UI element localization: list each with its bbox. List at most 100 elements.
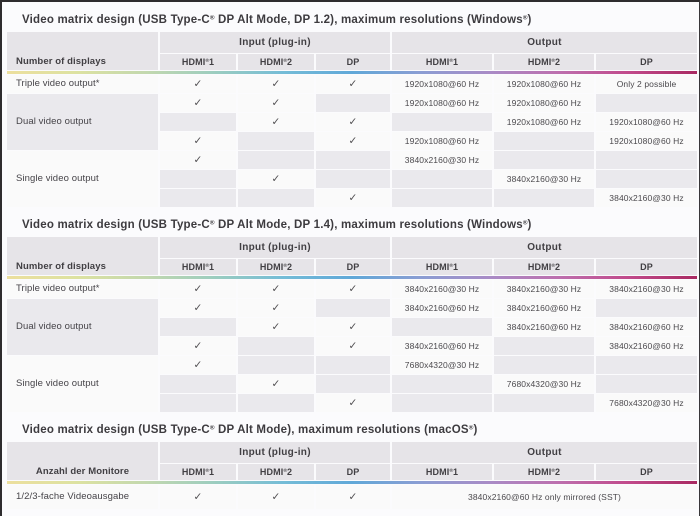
section-title-macos: Video matrix design (USB Type-C® DP Alt …	[22, 424, 478, 436]
output-value-cell: 3840x2160@60 Hz	[494, 318, 594, 336]
section-title-dp14: Video matrix design (USB Type-C® DP Alt …	[22, 219, 532, 231]
rainbow-divider	[7, 481, 697, 484]
output-value-cell: 1920x1080@60 Hz	[494, 75, 594, 93]
output-value-cell: Only 2 possible	[596, 75, 697, 93]
output-value-cell: 7680x4320@30 Hz	[494, 375, 594, 393]
input-check-cell: ✓	[160, 94, 236, 112]
output-value-cell: 1920x1080@60 Hz	[596, 132, 697, 150]
output-value-cell: 3840x2160@60 Hz	[596, 318, 697, 336]
output-empty-cell	[494, 132, 594, 150]
output-group-header: Output	[392, 442, 697, 463]
check-icon: ✓	[271, 96, 281, 109]
output-value-cell: 3840x2160@30 Hz	[392, 151, 492, 169]
output-empty-cell	[392, 189, 492, 207]
input-check-cell: ✓	[160, 337, 236, 355]
input-group-header: Input (plug-in)	[160, 32, 390, 53]
input-check-cell: ✓	[316, 113, 390, 131]
check-icon: ✓	[193, 339, 203, 352]
check-icon: ✓	[271, 172, 281, 185]
output-value-cell: 3840x2160@30 Hz	[392, 280, 492, 298]
output-value-cell: 3840x2160@60 Hz	[392, 337, 492, 355]
column-header-output-hdmi1: HDMI ® 1	[392, 54, 492, 70]
column-header-input-dp: DP	[316, 464, 390, 480]
input-check-cell: ✓	[316, 132, 390, 150]
input-check-cell: ✓	[238, 170, 314, 188]
column-header-input-hdmi2: HDMI ® 2	[238, 54, 314, 70]
input-empty-cell	[316, 356, 390, 374]
output-empty-cell	[596, 299, 697, 317]
input-group-header: Input (plug-in)	[160, 442, 390, 463]
output-group-header: Output	[392, 237, 697, 258]
check-icon: ✓	[271, 115, 281, 128]
video-matrix-table-macos: Anzahl der Monitore Input (plug-in) Output…	[7, 442, 697, 509]
row-group-label: 1/2/3-fache Videoausgabe	[7, 485, 158, 509]
row-group-label: Single video output	[7, 151, 158, 207]
check-icon: ✓	[193, 282, 203, 295]
input-empty-cell	[160, 375, 236, 393]
input-empty-cell	[160, 113, 236, 131]
column-header-output-hdmi1: HDMI ® 1	[392, 259, 492, 275]
check-icon: ✓	[271, 490, 281, 503]
check-icon: ✓	[271, 77, 281, 90]
column-header-output-hdmi1: HDMI ® 1	[392, 464, 492, 480]
check-icon: ✓	[348, 77, 358, 90]
output-empty-cell	[494, 189, 594, 207]
input-check-cell: ✓	[160, 485, 236, 509]
check-icon: ✓	[348, 282, 358, 295]
input-check-cell: ✓	[160, 299, 236, 317]
input-check-cell: ✓	[160, 151, 236, 169]
check-icon: ✓	[348, 191, 358, 204]
input-check-cell: ✓	[238, 318, 314, 336]
row-group-label: Triple video output*	[7, 280, 158, 298]
input-check-cell: ✓	[160, 356, 236, 374]
output-value-cell: 7680x4320@30 Hz	[392, 356, 492, 374]
column-header-output-hdmi2: HDMI ® 2	[494, 464, 594, 480]
output-empty-cell	[392, 318, 492, 336]
row-label-header: Number of displays	[7, 237, 158, 275]
input-check-cell: ✓	[238, 94, 314, 112]
input-check-cell: ✓	[238, 113, 314, 131]
input-empty-cell	[160, 170, 236, 188]
column-header-input-hdmi2: HDMI ® 2	[238, 259, 314, 275]
output-empty-cell	[596, 170, 697, 188]
input-empty-cell	[238, 337, 314, 355]
column-header-output-hdmi2: HDMI ® 2	[494, 259, 594, 275]
input-empty-cell	[316, 375, 390, 393]
column-header-input-hdmi1: HDMI ® 1	[160, 464, 236, 480]
output-value-cell: 1920x1080@60 Hz	[392, 94, 492, 112]
input-check-cell: ✓	[160, 75, 236, 93]
input-group-header: Input (plug-in)	[160, 237, 390, 258]
check-icon: ✓	[193, 358, 203, 371]
column-header-output-dp: DP	[596, 54, 697, 70]
column-header-input-hdmi1: HDMI ® 1	[160, 54, 236, 70]
input-check-cell: ✓	[316, 280, 390, 298]
input-empty-cell	[160, 394, 236, 412]
row-group-label: Single video output	[7, 356, 158, 412]
output-value-cell: 3840x2160@30 Hz	[494, 280, 594, 298]
output-empty-cell	[494, 337, 594, 355]
row-group-label: Triple video output*	[7, 75, 158, 93]
section-dp14: Video matrix design (USB Type-C® DP Alt …	[7, 219, 697, 412]
column-header-input-dp: DP	[316, 54, 390, 70]
check-icon: ✓	[193, 490, 203, 503]
output-group-header: Output	[392, 32, 697, 53]
check-icon: ✓	[348, 134, 358, 147]
rainbow-divider	[7, 71, 697, 74]
input-empty-cell	[238, 132, 314, 150]
input-empty-cell	[238, 394, 314, 412]
output-empty-cell	[596, 94, 697, 112]
video-matrix-table-dp12: Number of displays Input (plug-in) Output H…	[7, 32, 697, 207]
output-value-cell: 1920x1080@60 Hz	[494, 113, 594, 131]
input-check-cell: ✓	[316, 337, 390, 355]
check-icon: ✓	[348, 320, 358, 333]
input-empty-cell	[316, 151, 390, 169]
input-check-cell: ✓	[316, 318, 390, 336]
input-empty-cell	[238, 356, 314, 374]
check-icon: ✓	[193, 301, 203, 314]
check-icon: ✓	[271, 320, 281, 333]
check-icon: ✓	[193, 96, 203, 109]
output-value-cell: 1920x1080@60 Hz	[596, 113, 697, 131]
input-check-cell: ✓	[238, 299, 314, 317]
output-empty-cell	[596, 356, 697, 374]
output-empty-cell	[392, 375, 492, 393]
